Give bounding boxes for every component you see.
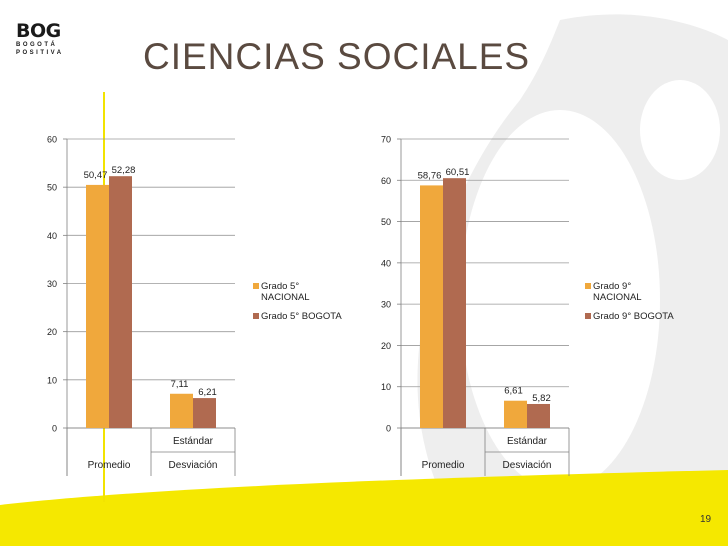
logo-line2: POSITIVA	[16, 50, 64, 56]
y-tick-label: 10	[381, 382, 391, 392]
page-title: CIENCIAS SOCIALES	[143, 36, 531, 77]
y-tick-label: 40	[381, 258, 391, 268]
x-group-label: Desviación	[503, 460, 552, 471]
y-tick-label: 40	[47, 231, 57, 241]
y-tick-label: 70	[381, 135, 391, 145]
footer-yellow-swoosh	[0, 470, 728, 546]
data-label: 60,51	[446, 167, 470, 178]
x-group-label: Desviación	[169, 460, 218, 471]
legend-swatch	[585, 283, 591, 289]
bar	[170, 393, 193, 428]
y-tick-label: 60	[381, 176, 391, 186]
data-label: 58,76	[418, 170, 442, 181]
data-label: 6,21	[198, 387, 217, 398]
y-tick-label: 50	[47, 183, 57, 193]
bar	[86, 184, 109, 428]
watermark-cutouts	[460, 80, 720, 490]
bar	[527, 403, 550, 428]
y-tick-label: 50	[381, 217, 391, 227]
y-tick-label: 20	[47, 327, 57, 337]
logo-word: BOG	[16, 20, 61, 42]
x-tick-label: Estándar	[507, 436, 548, 447]
y-tick-label: 30	[47, 279, 57, 289]
bar	[504, 400, 527, 428]
bar	[443, 178, 466, 428]
data-label: 52,28	[112, 165, 136, 176]
y-tick-label: 30	[381, 300, 391, 310]
legend-swatch	[253, 283, 259, 289]
y-tick-label: 20	[381, 341, 391, 351]
legend-label: Grado 5° BOGOTA	[261, 311, 342, 322]
legend-swatch	[585, 313, 591, 319]
data-label: 5,82	[532, 393, 551, 404]
y-tick-label: 60	[47, 135, 57, 145]
legend-label: Grado 9° BOGOTA	[593, 311, 674, 322]
bar	[193, 398, 216, 428]
data-label: 50,47	[84, 170, 108, 181]
data-label: 7,11	[171, 379, 189, 390]
x-tick-label: Estándar	[173, 436, 214, 447]
x-group-label: Promedio	[422, 460, 465, 471]
legend-swatch	[253, 313, 259, 319]
y-tick-label: 10	[47, 375, 57, 385]
data-label: 6,61	[504, 386, 523, 397]
page-number: 19	[700, 514, 712, 525]
legend-label: Grado 9° NACIONAL	[593, 281, 642, 303]
bar	[420, 185, 443, 428]
x-group-label: Promedio	[88, 460, 131, 471]
y-tick-label: 0	[386, 424, 391, 434]
bar	[109, 176, 132, 428]
y-tick-label: 0	[52, 424, 57, 434]
logo-line1: BOGOTÁ	[16, 42, 58, 48]
legend-label: Grado 5° NACIONAL	[261, 281, 310, 303]
bogota-positiva-logo: BOG BOGOTÁ POSITIVA	[16, 22, 78, 70]
